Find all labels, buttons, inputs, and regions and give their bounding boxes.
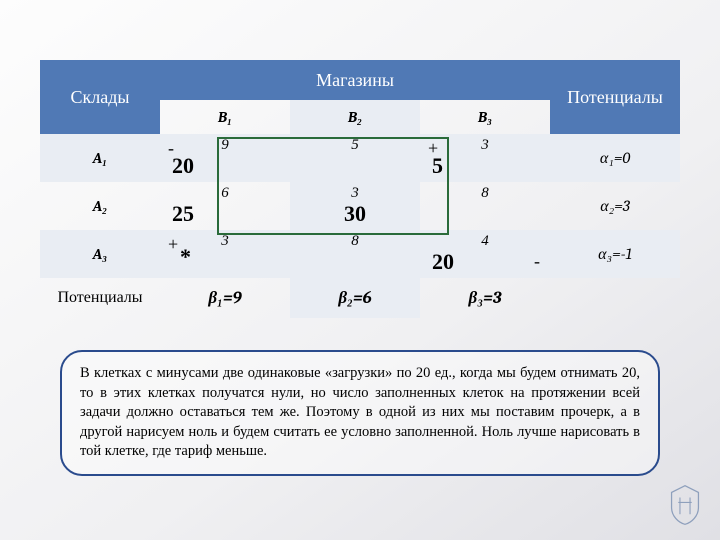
cell-a3-b1: + 3 * [160,230,290,278]
cost: 8 [351,233,359,250]
col-b1: B₁ [160,100,290,134]
col-b3: B₃ [420,100,550,134]
table-row: A₂ 6 25 3 30 8 α₂=3 [40,182,680,230]
table-row: A₁ - 9 20 5 + 3 5 α₁=0 [40,134,680,182]
allocation: 20 [432,249,454,275]
cost: 3 [221,233,229,250]
alpha3: α₃=-1 [550,230,680,278]
cost: 3 [351,185,359,202]
header-warehouses: Склады [40,60,160,134]
footer-label: Потенциалы [40,278,160,318]
sign: + [168,234,178,255]
logo-icon [668,484,702,526]
beta3: β₃=3 [420,278,550,318]
allocation: 25 [172,201,194,227]
caption-text: В клетках с минусами две одинаковые «заг… [60,350,660,476]
cell-a2-b1: 6 25 [160,182,290,230]
table-footer: Потенциалы β₁=9 β₂=6 β₃=3 [40,278,680,318]
alpha1: α₁=0 [550,134,680,182]
transport-table: Склады Магазины Потенциалы B₁ B₂ B₃ A₁ -… [40,60,680,318]
cell-a3-b2: 8 [290,230,420,278]
cost: 8 [481,185,489,202]
star-icon: * [180,244,191,270]
cost: 4 [481,233,489,250]
cost: 3 [481,137,489,154]
row-a3: A₃ [40,230,160,278]
row-a1: A₁ [40,134,160,182]
header-shops: Магазины [160,60,550,100]
allocation: 30 [344,201,366,227]
cell-a1-b2: 5 [290,134,420,182]
row-a2: A₂ [40,182,160,230]
sign: - [534,251,540,272]
beta2: β₂=6 [290,278,420,318]
table-row: A₃ + 3 * 8 4 20 - α₃=-1 [40,230,680,278]
allocation: 5 [432,153,443,179]
cost: 9 [221,137,229,154]
cost: 6 [221,185,229,202]
cell-a2-b2: 3 30 [290,182,420,230]
cell-a3-b3: 4 20 - [420,230,550,278]
alpha2: α₂=3 [550,182,680,230]
allocation: 20 [172,153,194,179]
header-potentials: Потенциалы [550,60,680,134]
beta1: β₁=9 [160,278,290,318]
col-b2: B₂ [290,100,420,134]
cell-a1-b1: - 9 20 [160,134,290,182]
cell-a1-b3: + 3 5 [420,134,550,182]
cost: 5 [351,137,359,154]
cell-a2-b3: 8 [420,182,550,230]
